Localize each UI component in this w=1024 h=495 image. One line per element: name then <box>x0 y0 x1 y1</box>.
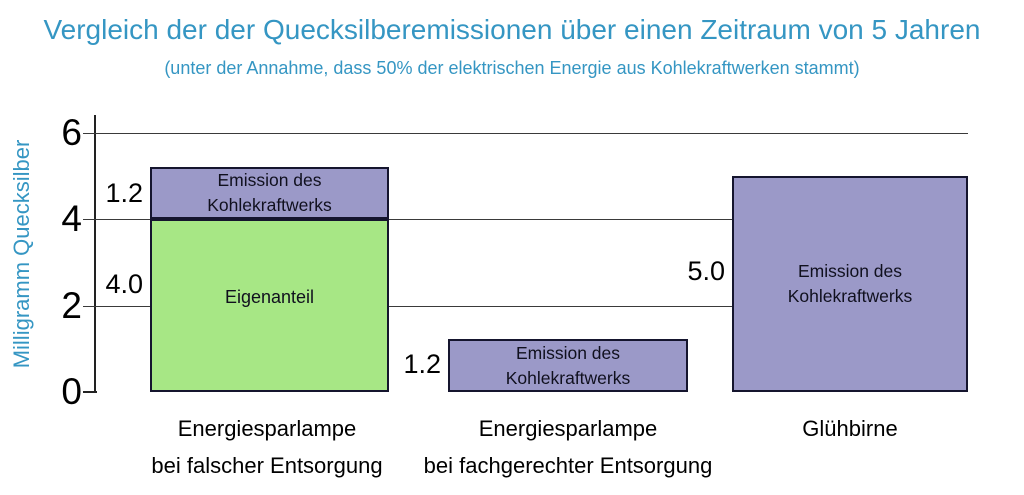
gridline-2 <box>83 306 968 307</box>
bar2-emission-label-line1: Emission des <box>515 342 621 363</box>
y-tick-label-6: 6 <box>61 112 82 153</box>
category-label-2-line2: bei fachgerechter Entsorgung <box>423 453 713 478</box>
chart-subtitle: (unter der Annahme, dass 50% der elektri… <box>164 58 860 78</box>
bar1-emission-value: 1.2 <box>105 178 143 208</box>
bar1-eigenanteil-label: Eigenanteil <box>224 287 315 307</box>
y-axis-line <box>94 115 96 392</box>
bar2-emission-segment: Emission des Kohlekraftwerks <box>448 339 688 392</box>
bar1-emission-segment: Emission des Kohlekraftwerks <box>150 167 389 219</box>
y-axis-label: Milligramm Quecksilber <box>9 139 34 369</box>
y-tick-label-2: 2 <box>61 285 82 326</box>
y-tick-label-0: 0 <box>61 371 82 412</box>
bar2-emission-label-line2: Kohlekraftwerks <box>505 367 631 388</box>
category-label-1-line1: Energiesparlampe <box>177 416 357 441</box>
gridline-6 <box>83 133 968 134</box>
category-label-2: Energiesparlampe bei fachgerechter Entso… <box>368 410 768 484</box>
category-label-3-line1: Glühbirne <box>802 416 898 441</box>
category-label-1: Energiesparlampe bei falscher Entsorgung <box>67 410 467 484</box>
bar1-emission-label-line1: Emission des <box>217 170 322 190</box>
category-label-1-line2: bei falscher Entsorgung <box>151 453 383 478</box>
bar3-emission-value: 5.0 <box>687 256 725 286</box>
tick-0 <box>83 391 97 393</box>
bar2-emission-value: 1.2 <box>403 349 441 379</box>
category-label-3: Glühbirne <box>650 410 1024 447</box>
chart-title: Vergleich der der Quecksilberemissionen … <box>43 14 981 45</box>
gridline-4 <box>83 219 968 220</box>
category-label-2-line1: Energiesparlampe <box>478 416 658 441</box>
bar3-emission-label-line1: Emission des <box>797 261 903 281</box>
bar3-emission-label-line2: Kohlekraftwerks <box>787 286 913 306</box>
bar1-eigenanteil-segment: Eigenanteil <box>150 219 389 392</box>
y-tick-label-4: 4 <box>61 198 82 239</box>
bar1-eigenanteil-value: 4.0 <box>105 269 143 299</box>
bar3-emission-segment: Emission des Kohlekraftwerks <box>732 176 968 392</box>
bar1-emission-label-line2: Kohlekraftwerks <box>207 195 332 215</box>
